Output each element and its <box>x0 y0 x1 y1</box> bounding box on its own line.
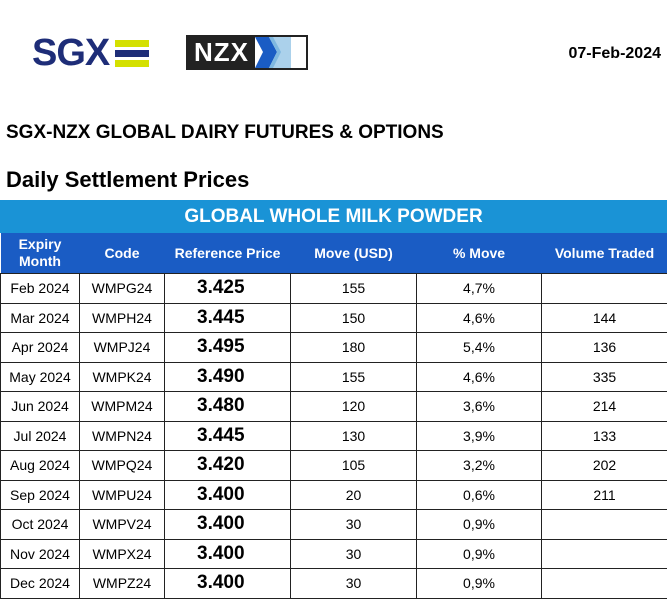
report-date: 07-Feb-2024 <box>568 45 662 62</box>
move-cell: 30 <box>290 568 417 599</box>
expiry-month-cell: Mar 2024 <box>0 302 80 333</box>
expiry-month-cell: Jun 2024 <box>0 391 80 422</box>
move-cell: 120 <box>290 391 417 422</box>
table-row: Oct 2024 WMPV24 3.400 30 0,9% <box>0 509 667 540</box>
table-row: Apr 2024 WMPJ24 3.495 180 5,4% 136 <box>0 332 667 363</box>
table-row: Jul 2024 WMPN24 3.445 130 3,9% 133 <box>0 420 667 451</box>
reference-price-cell: 3.400 <box>164 509 291 540</box>
product-band: GLOBAL WHOLE MILK POWDER <box>0 200 667 233</box>
code-cell: WMPZ24 <box>79 568 165 599</box>
code-cell: WMPH24 <box>79 302 165 333</box>
expiry-month-cell: Feb 2024 <box>0 273 80 304</box>
expiry-month-cell: Sep 2024 <box>0 479 80 510</box>
code-cell: WMPV24 <box>79 509 165 540</box>
volume-cell <box>541 538 667 569</box>
volume-cell <box>541 509 667 540</box>
code-cell: WMPJ24 <box>79 332 165 363</box>
page-title: SGX-NZX GLOBAL DAIRY FUTURES & OPTIONS <box>6 122 444 143</box>
move-cell: 150 <box>290 302 417 333</box>
pct-move-cell: 0,9% <box>416 538 542 569</box>
sgx-logo-bars-icon <box>115 39 150 67</box>
expiry-month-cell: Dec 2024 <box>0 568 80 599</box>
volume-cell <box>541 568 667 599</box>
volume-cell <box>541 273 667 304</box>
move-cell: 180 <box>290 332 417 363</box>
code-cell: WMPN24 <box>79 420 165 451</box>
volume-cell: 144 <box>541 302 667 333</box>
table-row: May 2024 WMPK24 3.490 155 4,6% 335 <box>0 361 667 392</box>
reference-price-cell: 3.490 <box>164 361 291 392</box>
expiry-month-cell: Nov 2024 <box>0 538 80 569</box>
reference-price-cell: 3.495 <box>164 332 291 363</box>
volume-cell: 214 <box>541 391 667 422</box>
code-cell: WMPG24 <box>79 273 165 304</box>
pct-move-cell: 3,6% <box>416 391 542 422</box>
reference-price-cell: 3.420 <box>164 450 291 481</box>
pct-move-cell: 4,7% <box>416 273 542 304</box>
volume-cell: 133 <box>541 420 667 451</box>
volume-cell: 335 <box>541 361 667 392</box>
reference-price-cell: 3.400 <box>164 479 291 510</box>
table-row: Feb 2024 WMPG24 3.425 155 4,7% <box>0 273 667 304</box>
reference-price-cell: 3.445 <box>164 420 291 451</box>
col-header-volume: Volume Traded <box>541 233 667 274</box>
col-header-pct-move: % Move <box>416 233 542 274</box>
col-header-reference-price: Reference Price <box>164 233 291 274</box>
code-cell: WMPK24 <box>79 361 165 392</box>
sgx-logo-text: SGX <box>32 32 110 74</box>
pct-move-cell: 5,4% <box>416 332 542 363</box>
move-cell: 20 <box>290 479 417 510</box>
reference-price-cell: 3.425 <box>164 273 291 304</box>
table-row: Mar 2024 WMPH24 3.445 150 4,6% 144 <box>0 302 667 333</box>
nzx-logo: NZX <box>186 35 308 70</box>
move-cell: 155 <box>290 273 417 304</box>
pct-move-cell: 3,9% <box>416 420 542 451</box>
expiry-month-cell: May 2024 <box>0 361 80 392</box>
pct-move-cell: 0,9% <box>416 568 542 599</box>
table-row: Jun 2024 WMPM24 3.480 120 3,6% 214 <box>0 391 667 422</box>
table-row: Nov 2024 WMPX24 3.400 30 0,9% <box>0 538 667 569</box>
pct-move-cell: 0,9% <box>416 509 542 540</box>
table-row: Dec 2024 WMPZ24 3.400 30 0,9% <box>0 568 667 599</box>
move-cell: 130 <box>290 420 417 451</box>
pct-move-cell: 4,6% <box>416 302 542 333</box>
move-cell: 30 <box>290 509 417 540</box>
volume-cell: 202 <box>541 450 667 481</box>
page-subtitle: Daily Settlement Prices <box>6 167 250 192</box>
move-cell: 155 <box>290 361 417 392</box>
sgx-logo: SGX <box>32 32 150 74</box>
reference-price-cell: 3.400 <box>164 568 291 599</box>
settlement-table: Expiry Month Code Reference Price Move (U… <box>0 233 667 599</box>
col-header-code: Code <box>79 233 165 274</box>
code-cell: WMPU24 <box>79 479 165 510</box>
table-header-row: Expiry Month Code Reference Price Move (U… <box>0 233 667 274</box>
reference-price-cell: 3.445 <box>164 302 291 333</box>
expiry-month-cell: Apr 2024 <box>0 332 80 363</box>
move-cell: 30 <box>290 538 417 569</box>
table-row: Aug 2024 WMPQ24 3.420 105 3,2% 202 <box>0 450 667 481</box>
nzx-logo-text: NZX <box>188 37 255 68</box>
nzx-x-mark-icon <box>255 37 291 68</box>
table-row: Sep 2024 WMPU24 3.400 20 0,6% 211 <box>0 479 667 510</box>
code-cell: WMPX24 <box>79 538 165 569</box>
col-header-move: Move (USD) <box>290 233 417 274</box>
pct-move-cell: 3,2% <box>416 450 542 481</box>
pct-move-cell: 4,6% <box>416 361 542 392</box>
code-cell: WMPQ24 <box>79 450 165 481</box>
expiry-month-cell: Oct 2024 <box>0 509 80 540</box>
expiry-month-cell: Aug 2024 <box>0 450 80 481</box>
col-header-expiry: Expiry Month <box>0 233 80 274</box>
expiry-month-cell: Jul 2024 <box>0 420 80 451</box>
reference-price-cell: 3.400 <box>164 538 291 569</box>
code-cell: WMPM24 <box>79 391 165 422</box>
volume-cell: 136 <box>541 332 667 363</box>
reference-price-cell: 3.480 <box>164 391 291 422</box>
volume-cell: 211 <box>541 479 667 510</box>
pct-move-cell: 0,6% <box>416 479 542 510</box>
move-cell: 105 <box>290 450 417 481</box>
